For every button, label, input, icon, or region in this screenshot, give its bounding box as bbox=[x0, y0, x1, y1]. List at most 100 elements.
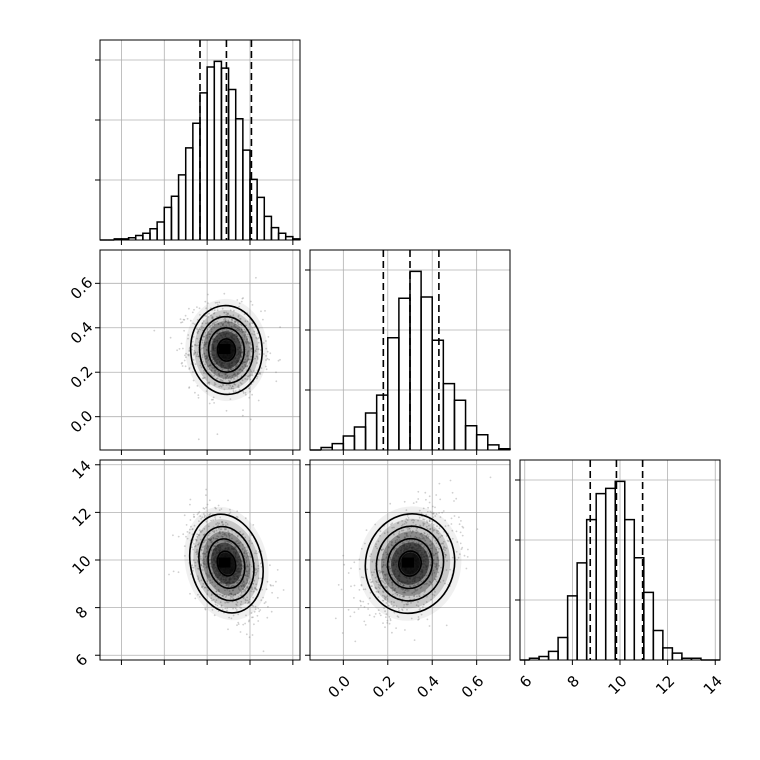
density-1-2-point bbox=[404, 629, 406, 631]
density-0-2-point bbox=[245, 633, 248, 636]
hist-0-bar bbox=[206, 66, 216, 240]
density-1-2-point bbox=[434, 578, 437, 581]
density-0-1-point bbox=[236, 329, 239, 332]
density-0-2-point bbox=[241, 565, 244, 568]
density-0-1-point bbox=[237, 314, 240, 317]
density-0-2-point bbox=[208, 513, 211, 516]
density-0-2-point bbox=[230, 592, 233, 595]
density-0-2-point bbox=[246, 586, 249, 589]
density-0-2-point bbox=[248, 570, 250, 572]
density-0-1-point bbox=[192, 322, 195, 325]
density-0-2-point bbox=[243, 586, 246, 588]
density-0-2-point bbox=[208, 559, 211, 561]
density-0-1-point bbox=[205, 357, 208, 360]
density-0-2-point bbox=[202, 507, 205, 509]
density-1-2-point bbox=[438, 512, 440, 514]
density-0-1-point bbox=[179, 318, 182, 320]
density-0-1-point bbox=[192, 371, 194, 373]
density-0-1-point bbox=[209, 333, 212, 336]
density-0-2-point bbox=[203, 552, 206, 555]
density-0-2-point bbox=[204, 586, 206, 589]
density-0-2-point bbox=[210, 541, 213, 544]
density-0-2-point bbox=[216, 578, 219, 581]
density-1-2-point bbox=[382, 553, 384, 556]
density-0-1-point bbox=[246, 351, 249, 354]
density-0-1-point bbox=[232, 387, 235, 390]
density-0-2-point bbox=[242, 623, 245, 626]
density-1-2-point bbox=[420, 613, 423, 616]
density-0-2-point bbox=[203, 516, 206, 519]
density-0-2-ytick-label: 14 bbox=[69, 457, 95, 483]
density-1-2-point bbox=[414, 588, 417, 591]
density-0-2-point bbox=[202, 565, 205, 568]
density-1-2-point bbox=[439, 581, 442, 583]
density-1-2-point bbox=[416, 527, 419, 530]
density-0-2-point bbox=[201, 585, 204, 588]
density-1-2-point bbox=[453, 500, 455, 502]
density-0-2-point bbox=[243, 581, 245, 584]
density-0-1-point bbox=[233, 309, 235, 312]
density-0-1-point bbox=[216, 433, 219, 436]
hist-0-bar bbox=[234, 117, 244, 240]
density-0-1-point bbox=[225, 329, 228, 331]
density-0-2-point bbox=[226, 588, 229, 591]
density-1-2-point bbox=[420, 512, 423, 515]
density-0-2-point bbox=[204, 608, 207, 611]
density-1-2-point bbox=[391, 587, 394, 590]
density-0-2-point bbox=[275, 580, 277, 583]
density-0-1-point bbox=[256, 377, 258, 380]
density-0-2-point bbox=[243, 584, 246, 587]
density-0-1-point bbox=[248, 358, 251, 361]
density-0-1-point bbox=[197, 355, 200, 358]
density-1-2-point bbox=[425, 535, 428, 537]
density-1-2-point bbox=[385, 587, 387, 589]
density-1-2-point bbox=[416, 530, 419, 533]
hist-1-bar bbox=[364, 412, 378, 450]
density-0-1-point bbox=[241, 379, 244, 382]
density-0-2-point bbox=[198, 534, 201, 536]
density-0-1-point bbox=[249, 322, 252, 325]
density-0-1-point bbox=[210, 314, 212, 317]
density-0-2-point bbox=[205, 560, 208, 563]
density-0-1-point bbox=[228, 369, 230, 372]
density-0-2-point bbox=[226, 523, 229, 525]
density-0-2-point bbox=[227, 499, 229, 502]
density-1-2-point bbox=[397, 581, 400, 584]
density-0-2-point bbox=[214, 518, 217, 521]
density-0-2-point bbox=[196, 535, 199, 538]
density-1-2-point bbox=[386, 531, 389, 533]
density-0-1-point bbox=[213, 363, 216, 366]
density-0-1-point bbox=[228, 387, 230, 389]
hist-0-bar bbox=[256, 196, 266, 240]
density-0-2-point bbox=[262, 650, 265, 653]
density-1-2-point bbox=[435, 494, 438, 496]
density-0-2-point bbox=[226, 540, 229, 542]
density-0-1-point bbox=[191, 345, 194, 348]
density-1-2-point bbox=[442, 546, 445, 549]
density-0-1-point bbox=[199, 328, 202, 331]
density-1-2-point bbox=[459, 531, 462, 534]
density-1-2-point bbox=[394, 541, 397, 544]
density-0-1-point bbox=[204, 355, 207, 357]
density-1-2-point bbox=[409, 598, 411, 601]
density-1-2-point bbox=[385, 616, 387, 618]
density-0-1-point bbox=[232, 373, 235, 376]
density-1-2-xtick-label: 0.2 bbox=[369, 672, 399, 702]
density-0-1-point bbox=[209, 364, 211, 367]
histogram-panel-var2: 6 8 10 12 14 bbox=[515, 459, 726, 698]
density-1-2-point bbox=[396, 538, 399, 541]
density-0-1-point bbox=[201, 339, 204, 342]
density-0-1-point bbox=[233, 372, 236, 375]
density-0-2-point bbox=[227, 594, 230, 596]
density-0-1-point bbox=[218, 314, 221, 317]
density-0-1-point bbox=[211, 317, 214, 320]
density-1-2-point bbox=[450, 517, 453, 520]
density-0-1-point bbox=[209, 353, 212, 356]
density-0-1-point bbox=[252, 326, 255, 329]
density-0-1-point bbox=[207, 316, 210, 318]
density-1-2-point bbox=[402, 595, 405, 598]
density-0-2-point bbox=[245, 560, 248, 562]
density-1-2-point bbox=[427, 535, 430, 538]
density-0-1-point bbox=[180, 321, 182, 324]
density-0-2-point bbox=[190, 525, 192, 528]
